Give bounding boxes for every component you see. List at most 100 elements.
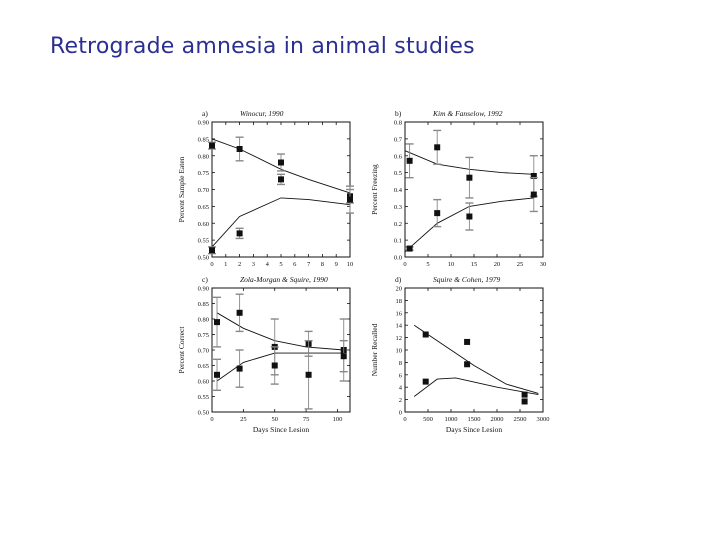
x-tick-label: 30 (540, 261, 547, 268)
y-tick-label: 0.55 (198, 238, 209, 245)
y-tick-label: 0.70 (198, 348, 209, 355)
x-tick-label: 25 (517, 261, 524, 268)
data-point-series-2 (530, 191, 537, 198)
y-tick-label: 8 (399, 360, 402, 367)
x-tick-label: 2500 (514, 416, 527, 423)
y-tick-label: 12 (396, 335, 403, 342)
y-tick-label: 0.1 (394, 238, 402, 245)
x-tick-label: 50 (271, 416, 278, 423)
y-tick-label: 0.85 (198, 301, 209, 308)
x-tick-label: 8 (321, 261, 324, 268)
y-tick-label: 10 (396, 348, 403, 355)
x-tick-label: 75 (303, 416, 310, 423)
data-point-series-2 (347, 196, 353, 203)
x-tick-label: 1000 (445, 416, 458, 423)
y-tick-label: 0.5 (394, 170, 402, 177)
panel-label: a) (202, 109, 208, 118)
y-tick-label: 0.75 (198, 170, 209, 177)
panel-label: d) (395, 275, 402, 284)
y-tick-label: 16 (396, 310, 403, 317)
x-tick-label: 10 (448, 261, 455, 268)
y-tick-label: 0.90 (198, 120, 209, 127)
plot-frame (404, 121, 544, 258)
data-point-series-1 (521, 391, 528, 398)
y-axis-label: Percent Correct (177, 326, 186, 374)
y-tick-label: 0.8 (394, 120, 402, 127)
data-point-series-1 (278, 159, 284, 166)
data-point-series-2 (214, 371, 221, 378)
y-tick-label: 14 (396, 323, 403, 330)
panel-label: c) (202, 275, 208, 284)
data-point-series-1 (422, 331, 429, 338)
x-axis-label: Days Since Lesion (253, 425, 309, 434)
panel-a: a) Winocur, 1990 0.50 0.55 0.60 0.65 0.70 0.75 0… (177, 109, 354, 268)
x-tick-label: 0 (403, 416, 406, 423)
fit-line-series-2 (211, 197, 351, 248)
y-tick-label: 0 (399, 410, 402, 417)
x-tick-label: 1 (224, 261, 227, 268)
data-point-series-2 (209, 247, 215, 254)
data-point-series-1 (209, 142, 215, 149)
y-tick-label: 0.4 (394, 187, 403, 194)
y-tick-label: 0.65 (198, 204, 209, 211)
y-tick-label: 0.85 (198, 136, 209, 143)
x-tick-label: 0 (210, 416, 213, 423)
x-tick-label: 0 (403, 261, 406, 268)
x-tick-label: 2 (238, 261, 241, 268)
x-tick-label: 500 (423, 416, 433, 423)
x-tick-label: 5 (426, 261, 429, 268)
x-axis-label: Days Since Lesion (446, 425, 502, 434)
fit-line-series-1 (413, 324, 539, 394)
data-point-series-2 (521, 398, 528, 405)
data-point-series-2 (236, 365, 243, 372)
panel-title: Winocur, 1990 (240, 109, 284, 118)
data-point-series-2 (236, 230, 243, 237)
y-tick-label: 4 (399, 385, 403, 392)
slide-title: Retrograde amnesia in animal studies (50, 34, 475, 59)
panel-title: Kim & Fanselow, 1992 (432, 109, 503, 118)
data-point-series-2 (406, 245, 413, 252)
y-tick-label: 0.65 (198, 363, 209, 370)
y-tick-label: 0.3 (394, 204, 402, 211)
y-tick-label: 0.90 (198, 286, 209, 293)
data-point-series-2 (464, 361, 471, 368)
data-point-series-1 (464, 338, 471, 345)
y-tick-label: 18 (396, 298, 403, 305)
data-point-series-1 (530, 173, 537, 179)
y-tick-label: 0.2 (394, 221, 402, 228)
y-tick-label: 0.50 (198, 255, 209, 262)
y-tick-label: 0.50 (198, 410, 209, 417)
x-tick-label: 7 (307, 261, 311, 268)
panel-title: Zola-Morgan & Squire, 1990 (240, 275, 328, 284)
x-tick-label: 100 (333, 416, 343, 423)
panel-b: b) Kim & Fanselow, 1992 0.0 0.1 0.2 0.3 0.4 0.5… (370, 109, 546, 268)
y-tick-label: 0.60 (198, 379, 209, 386)
x-tick-label: 3 (252, 261, 255, 268)
y-axis-label: Percent Sample Eaten (177, 156, 186, 222)
data-point-series-1 (214, 319, 221, 326)
x-tick-label: 2000 (491, 416, 504, 423)
y-tick-label: 0.55 (198, 394, 209, 401)
y-tick-label: 2 (399, 397, 402, 404)
data-point-series-1 (236, 146, 243, 152)
x-tick-label: 3000 (537, 416, 550, 423)
fit-line-series-2 (413, 377, 539, 397)
data-point-series-2 (340, 353, 347, 360)
y-tick-label: 0.6 (394, 153, 403, 160)
y-tick-label: 0.80 (198, 317, 209, 324)
data-point-series-1 (406, 157, 413, 164)
panel-d: d) Squire & Cohen, 1979024681012141618200… (370, 275, 550, 434)
fit-line-series-2 (216, 352, 344, 382)
plot-frame (211, 121, 351, 258)
x-tick-label: 15 (471, 261, 478, 268)
y-tick-label: 0.7 (394, 136, 403, 143)
y-tick-label: 6 (399, 372, 403, 379)
data-point-series-1 (466, 174, 473, 181)
x-tick-label: 1500 (468, 416, 481, 423)
panel-c: c) Zola-Morgan & Squire, 1990 0.50 0.55 0.60… (177, 275, 351, 434)
data-point-series-1 (434, 144, 441, 151)
x-tick-label: 20 (494, 261, 501, 268)
y-axis-label: Percent Freezing (370, 164, 379, 215)
x-tick-label: 4 (266, 261, 270, 268)
x-tick-label: 10 (347, 261, 354, 268)
